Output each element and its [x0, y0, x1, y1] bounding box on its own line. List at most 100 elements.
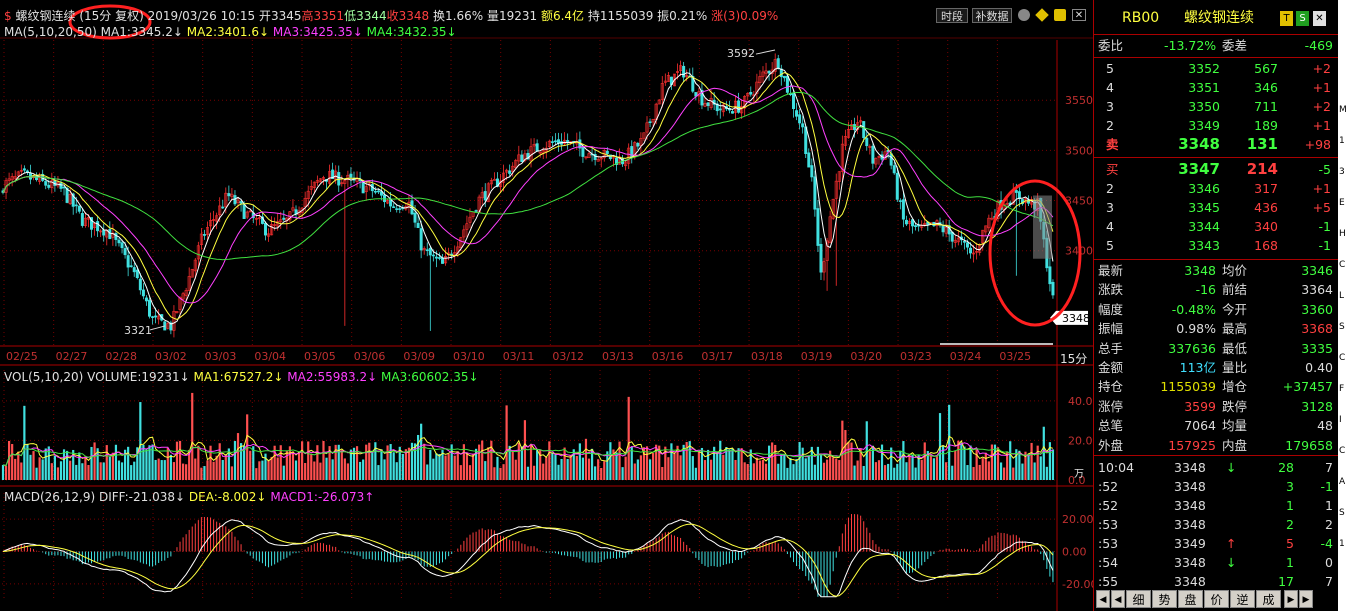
candle-body — [944, 227, 948, 234]
volume-bar — [1009, 441, 1012, 480]
stat-value: -16 — [1195, 282, 1216, 298]
ask-row[interactable]: 卖 3348 131 +98 — [1094, 135, 1339, 154]
quote-tab[interactable]: 价 — [1204, 590, 1229, 608]
volume-bar — [322, 440, 325, 480]
volume-bar — [334, 444, 337, 480]
edge-char: C — [1339, 353, 1346, 363]
bid-row[interactable]: 买 3347 214 -5 — [1094, 160, 1339, 179]
supplement-data-button[interactable]: 补数据 — [972, 8, 1012, 23]
stat-label: 均价 — [1222, 263, 1248, 278]
quote-panel: RB00 螺纹钢连续 T S ✕ 委比 -13.72% 委差 -469 5 335… — [1093, 0, 1339, 611]
quote-tab[interactable]: 逆 — [1230, 590, 1255, 608]
candle-body — [389, 199, 393, 207]
volume-bar — [890, 447, 893, 480]
tick-row[interactable]: :54 3348 ↓ 1 0 — [1094, 553, 1339, 572]
volume-bar — [856, 460, 859, 480]
settings-gear-icon[interactable] — [1018, 9, 1030, 21]
quote-tab[interactable]: 盘 — [1178, 590, 1203, 608]
candle-body — [850, 124, 854, 130]
candle-body — [749, 91, 753, 95]
quote-tab[interactable]: 势 — [1152, 590, 1177, 608]
bid-row[interactable]: 2 3346 317 +1 — [1094, 179, 1339, 198]
tick-row[interactable]: :53 3348 2 2 — [1094, 515, 1339, 534]
candle-body — [651, 118, 655, 123]
ask-row[interactable]: 3 3350 711 +2 — [1094, 97, 1339, 116]
candle-body — [193, 259, 197, 272]
volume-bar — [462, 444, 465, 480]
volume-bar — [178, 440, 182, 480]
candle-body — [679, 65, 683, 71]
nav-last-icon[interactable]: ▶ — [1299, 590, 1313, 608]
s-icon[interactable]: S — [1296, 11, 1309, 26]
date-label: 03/04 — [254, 350, 286, 363]
candle-body — [349, 173, 353, 178]
quote-tab[interactable]: 成 — [1256, 590, 1281, 608]
t-icon[interactable]: T — [1280, 11, 1293, 26]
candle-body — [755, 81, 759, 94]
vol-tick-label: 0.0 — [1068, 474, 1086, 487]
volume-bar — [215, 455, 218, 480]
bookmark-icon[interactable] — [1054, 9, 1066, 21]
stat-label: 外盘 — [1098, 437, 1124, 453]
volume-bar — [743, 462, 746, 480]
volume-bar — [230, 466, 234, 480]
bid-row[interactable]: 5 3343 168 -1 — [1094, 236, 1339, 255]
candle-body — [224, 192, 228, 208]
date-label: 03/03 — [205, 350, 237, 363]
ask-row[interactable]: 2 3349 189 +1 — [1094, 116, 1339, 135]
candle-body — [523, 153, 527, 161]
candle-body — [205, 227, 209, 235]
tick-row[interactable]: :55 3348 17 7 — [1094, 572, 1339, 591]
tick-row[interactable]: :52 3348 1 1 — [1094, 496, 1339, 515]
period-mode[interactable]: (15分 复权) — [79, 9, 144, 23]
edge-char: S — [1339, 322, 1345, 332]
volume-bar — [200, 467, 203, 480]
period-button[interactable]: 时段 — [936, 8, 968, 23]
volume-bar — [786, 467, 789, 480]
bid-change: +1 — [1312, 181, 1331, 196]
bid-row[interactable]: 3 3345 436 +5 — [1094, 198, 1339, 217]
candle-body — [331, 169, 335, 180]
quote-tab[interactable]: 细 — [1126, 590, 1151, 608]
candle-body — [282, 217, 286, 220]
volume-bar — [197, 445, 200, 480]
close-icon[interactable]: ✕ — [1313, 11, 1326, 26]
tick-row[interactable]: 10:04 3348 ↓ 28 7 — [1094, 458, 1339, 477]
candle-body — [108, 229, 112, 240]
close-icon[interactable]: ✕ — [1072, 9, 1086, 21]
kline-chart-area[interactable]: 3550 3500 3450 3400 02/25 02/27 02/28 03/02 03/0… — [0, 0, 1093, 611]
bid-row[interactable]: 4 3344 340 -1 — [1094, 217, 1339, 236]
nav-next-icon[interactable]: ▶ — [1284, 590, 1298, 608]
volume-bar — [1030, 442, 1033, 480]
volume-bar — [844, 430, 847, 480]
tick-row[interactable]: :52 3348 3 -1 — [1094, 477, 1339, 496]
volume-bar — [652, 453, 655, 480]
volume-bar — [990, 444, 994, 480]
tick-arrow: ↑ — [1226, 536, 1237, 551]
volume-bar — [130, 465, 133, 480]
candle-body — [1051, 281, 1055, 296]
volume-bar — [728, 449, 731, 480]
nav-first-icon[interactable]: ◀ — [1096, 590, 1110, 608]
volume-bar — [752, 463, 755, 480]
ask-row[interactable]: 4 3351 346 +1 — [1094, 78, 1339, 97]
nav-prev-icon[interactable]: ◀ — [1111, 590, 1125, 608]
volume-bar — [679, 455, 682, 480]
tick-row[interactable]: :53 3349 ↑ 5 -4 — [1094, 534, 1339, 553]
stat-value: 3360 — [1301, 301, 1333, 317]
candle-body — [123, 248, 127, 256]
candle-body — [532, 144, 536, 147]
stat-row: 总笔 7064 均量 48 — [1094, 416, 1339, 435]
volume-bar — [597, 459, 600, 480]
date-label: 03/05 — [304, 350, 336, 363]
candle-body — [911, 219, 915, 227]
volume-bar — [188, 449, 191, 480]
date-label: 03/12 — [552, 350, 584, 363]
volume-bar — [69, 460, 72, 480]
candle-body — [941, 225, 945, 233]
ratio-label: 委比 — [1098, 38, 1124, 53]
volume-bar — [670, 443, 673, 480]
ask-row[interactable]: 5 3352 567 +2 — [1094, 59, 1339, 78]
volume-bar — [972, 467, 975, 480]
